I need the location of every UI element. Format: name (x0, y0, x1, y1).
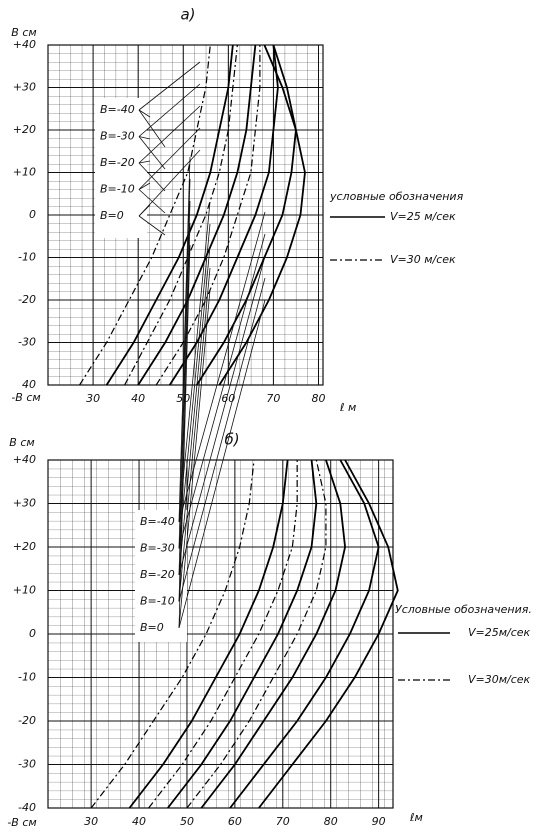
leader-line (138, 160, 151, 164)
x-tick-label: 70 (276, 815, 290, 828)
annotation: В=-30 (100, 130, 135, 143)
y-tick-label: -40 (18, 801, 36, 814)
leader-line (138, 83, 201, 137)
leader-line (178, 245, 211, 576)
leader-line (178, 244, 191, 629)
curve (79, 44, 211, 386)
leader-line (138, 109, 151, 118)
y-tick-label: +10 (13, 584, 36, 597)
annotation: В=-40 (100, 103, 135, 116)
curve (148, 460, 298, 809)
curve (105, 44, 234, 386)
leader-line (178, 289, 211, 629)
y-tick-label: -30 (18, 758, 36, 771)
annotation: В=-30 (140, 542, 175, 555)
leader-line (138, 215, 166, 236)
y-tick-label: +10 (13, 166, 36, 179)
y-axis-label: В см (11, 26, 36, 39)
annotation-box (95, 98, 147, 238)
y-tick-label: +20 (13, 540, 36, 553)
chart-title: а) (180, 6, 195, 24)
y-tick-label: -30 (18, 336, 36, 349)
leader-line (178, 223, 211, 549)
y-tick-label: +30 (13, 497, 36, 510)
leader-line (138, 136, 166, 170)
curve (229, 459, 380, 809)
chart-title: б) (224, 431, 239, 449)
y-tick-label: +40 (13, 38, 36, 51)
curve (218, 44, 306, 386)
annotation: В=0 (100, 209, 124, 222)
curve (90, 459, 255, 809)
curve (137, 44, 257, 386)
x-tick-label: 60 (228, 815, 242, 828)
curve (258, 459, 399, 809)
y-axis-label-negative: -В см (7, 816, 36, 829)
annotation: В=-20 (100, 156, 135, 169)
y-tick-label: +40 (13, 453, 36, 466)
annotation: В=-20 (140, 568, 175, 581)
legend-label: V=30м/сек (468, 673, 531, 686)
leader-line (138, 189, 166, 214)
x-axis-label: ℓ м (339, 401, 356, 414)
curve (124, 44, 238, 386)
leader-line (178, 201, 211, 523)
legend-label: V=30 м/сек (390, 253, 456, 266)
leader-line (138, 127, 201, 190)
leader-line (178, 233, 266, 549)
leader-line (138, 136, 151, 140)
curve (167, 459, 318, 809)
x-tick-label: 50 (180, 815, 194, 828)
y-tick-label: +30 (13, 81, 36, 94)
x-tick-label: 40 (131, 392, 145, 405)
y-tick-label: 0 (29, 208, 36, 221)
annotation: В=0 (140, 621, 164, 634)
x-tick-label: 30 (86, 392, 100, 405)
curve (186, 459, 327, 809)
leader-line (138, 105, 201, 164)
y-axis-label: В см (9, 436, 34, 449)
x-tick-label: 90 (372, 815, 386, 828)
curve (155, 45, 261, 386)
annotation-box (135, 510, 187, 642)
leader-line (138, 61, 201, 111)
y-tick-label: 0 (29, 627, 36, 640)
leader-line (178, 178, 191, 549)
leader-line (178, 156, 191, 523)
y-tick-label: +20 (13, 123, 36, 136)
y-tick-label: 40 (22, 378, 36, 391)
curve (200, 459, 346, 809)
leader-line (178, 200, 191, 576)
x-axis-label: ℓм (409, 811, 423, 824)
leader-line (138, 182, 151, 190)
y-tick-label: -10 (18, 251, 36, 264)
y-axis-label-negative: -В см (11, 391, 40, 404)
x-tick-label: 30 (84, 815, 98, 828)
legend-title: Условные обозначения. (395, 603, 532, 616)
y-tick-label: -10 (18, 671, 36, 684)
curve (196, 44, 297, 386)
x-tick-label: 70 (266, 392, 280, 405)
legend-label: V=25 м/сек (390, 210, 456, 223)
leader-line (138, 162, 166, 192)
leader-line (178, 299, 266, 629)
leader-line (178, 255, 266, 576)
y-tick-label: -20 (18, 714, 36, 727)
y-tick-label: -20 (18, 293, 36, 306)
leader-line (178, 222, 191, 602)
x-tick-label: 80 (324, 815, 338, 828)
annotation: В=-40 (140, 515, 175, 528)
x-tick-label: 80 (311, 392, 325, 405)
curve (128, 459, 289, 809)
legend-label: V=25м/сек (468, 626, 531, 639)
annotation: В=-10 (140, 595, 175, 608)
legend-title: условные обозначения (329, 190, 464, 203)
leader-line (178, 277, 266, 602)
leader-line (138, 109, 166, 148)
x-tick-label: 40 (132, 815, 146, 828)
annotation: В=-10 (100, 183, 135, 196)
leader-line (178, 267, 211, 602)
